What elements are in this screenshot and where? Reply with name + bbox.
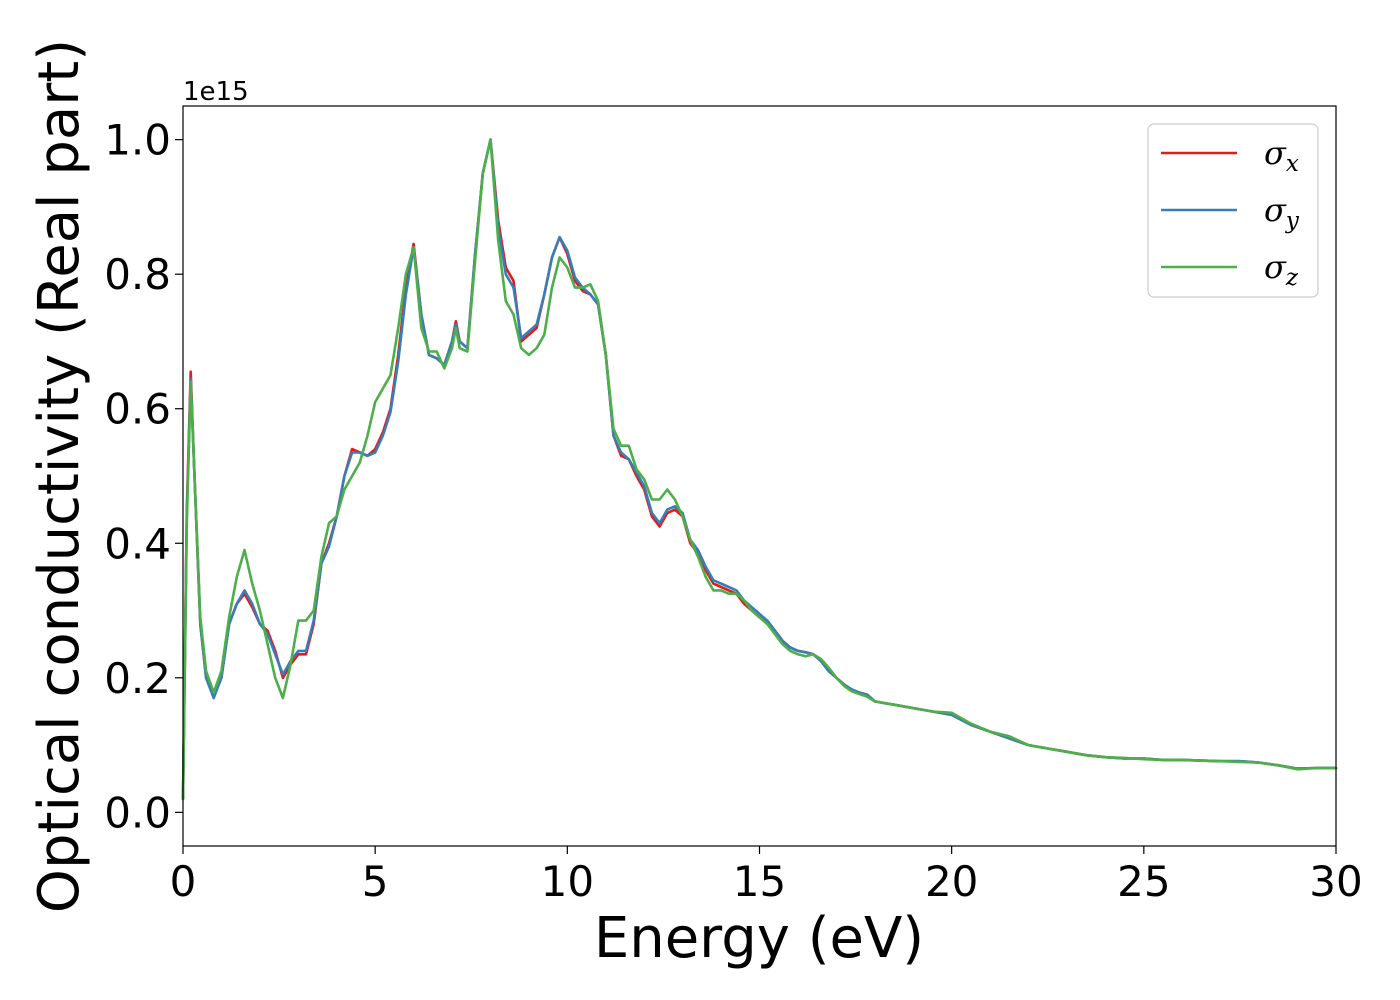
x-tick-label: 15 bbox=[733, 857, 786, 906]
y-axis-title: Optical conductivity (Real part) bbox=[27, 39, 92, 913]
x-tick-label: 5 bbox=[362, 857, 389, 906]
y-tick-label: 1.0 bbox=[104, 116, 171, 165]
y-axis: 0.0 0.2 0.4 0.6 0.8 1.0 bbox=[104, 116, 183, 837]
y-tick-label: 0.6 bbox=[104, 385, 171, 434]
x-tick-label: 20 bbox=[925, 857, 978, 906]
x-tick-label: 25 bbox=[1117, 857, 1170, 906]
legend-label: σy bbox=[1264, 191, 1300, 234]
y-tick-label: 0.8 bbox=[104, 250, 171, 299]
series-layer bbox=[181, 138, 1338, 801]
series-line-3 bbox=[181, 138, 1338, 801]
x-tick-label: 0 bbox=[170, 857, 197, 906]
y-tick-label: 0.0 bbox=[104, 788, 171, 837]
x-tick-label: 10 bbox=[541, 857, 594, 906]
legend: σx σy σz bbox=[1147, 123, 1319, 298]
legend-label: σz bbox=[1264, 248, 1299, 291]
plot-area bbox=[183, 106, 1336, 846]
y-tick-label: 0.4 bbox=[104, 519, 171, 568]
x-axis: 0 5 10 15 20 25 30 bbox=[170, 846, 1363, 906]
y-tick-label: 0.2 bbox=[104, 654, 171, 703]
y-offset-label: 1e15 bbox=[183, 77, 249, 107]
x-axis-title: Energy (eV) bbox=[594, 906, 924, 971]
legend-label: σx bbox=[1264, 134, 1299, 177]
x-tick-label: 30 bbox=[1309, 857, 1362, 906]
